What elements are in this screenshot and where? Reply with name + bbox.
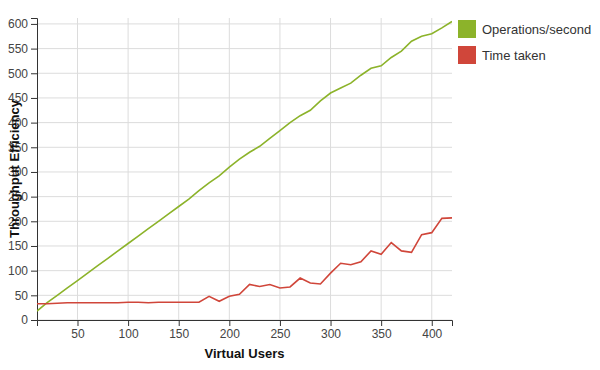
tick-mark	[31, 24, 37, 25]
legend: Operations/second Time taken	[458, 20, 591, 64]
tick-label: 50	[15, 289, 29, 303]
lines	[37, 21, 452, 311]
tick-label: 100	[119, 327, 139, 341]
legend-item: Operations/second	[458, 20, 591, 38]
tick-label: 350	[372, 327, 392, 341]
series-line	[37, 21, 452, 311]
legend-swatch	[458, 20, 476, 38]
tick-mark	[280, 320, 281, 326]
grid-line	[178, 18, 179, 320]
tick-label: 500	[8, 67, 28, 81]
tick-mark	[31, 221, 37, 222]
tick: 250	[270, 320, 290, 341]
grid-line	[77, 18, 78, 320]
axis-line	[31, 19, 38, 321]
tick-mark	[381, 320, 382, 326]
tick-label: 50	[71, 327, 85, 341]
chart: 50 100 150 200 250 300 350 400 0 50 100 150 200 250 30…	[0, 0, 600, 370]
tick-mark	[31, 172, 37, 173]
tick-mark	[31, 73, 37, 74]
tick-mark	[31, 147, 37, 148]
grid-line	[431, 18, 432, 320]
y-axis-title: Throughput Efficiency	[7, 99, 22, 238]
tick-label: 150	[8, 239, 28, 253]
tick: 150	[8, 239, 37, 253]
tick: 50	[71, 320, 85, 341]
series-line	[37, 218, 452, 304]
tick-mark	[31, 197, 37, 198]
x-axis: 50 100 150 200 250 300 350 400	[38, 320, 453, 341]
y-axis: 050100150200250300350400450500550600	[8, 17, 38, 327]
tick-mark	[179, 320, 180, 326]
tick-mark	[432, 320, 433, 326]
tick: 350	[372, 320, 392, 341]
tick-mark	[31, 98, 37, 99]
grid-line	[37, 245, 452, 246]
tick: 550	[8, 42, 37, 56]
tick-label: 550	[8, 42, 28, 56]
grid-line	[37, 221, 452, 222]
grid-line	[37, 196, 452, 197]
grid-line	[37, 147, 452, 148]
grid-line	[37, 23, 452, 24]
tick-label: 400	[422, 327, 442, 341]
tick: 200	[220, 320, 240, 341]
tick-label: 200	[220, 327, 240, 341]
x-axis-title: Virtual Users	[205, 346, 285, 361]
grid-line	[381, 18, 382, 320]
grid-line	[37, 122, 452, 123]
grid-line	[37, 97, 452, 98]
tick-label: 100	[8, 264, 28, 278]
tick: 100	[8, 264, 37, 278]
tick-mark	[77, 320, 78, 326]
grid-line	[37, 73, 452, 74]
legend-swatch	[458, 46, 476, 64]
tick: 600	[8, 17, 37, 31]
tick-mark	[31, 271, 37, 272]
tick-mark	[31, 246, 37, 247]
tick-mark	[31, 295, 37, 296]
tick-mark	[229, 320, 230, 326]
tick: 400	[422, 320, 442, 341]
grid-line	[279, 18, 280, 320]
grid-line	[128, 18, 129, 320]
legend-label: Time taken	[482, 48, 546, 63]
grid-line	[37, 171, 452, 172]
legend-label: Operations/second	[482, 22, 591, 37]
grid	[37, 18, 452, 320]
tick: 100	[119, 320, 139, 341]
tick-mark	[31, 123, 37, 124]
grid-line	[37, 270, 452, 271]
tick: 300	[321, 320, 341, 341]
tick-mark	[31, 49, 37, 50]
tick-label: 600	[8, 17, 28, 31]
tick-label: 300	[321, 327, 341, 341]
tick: 0	[21, 313, 37, 327]
tick-label: 250	[270, 327, 290, 341]
plot: 50 100 150 200 250 300 350 400 0 50 100 150 200 250 30…	[8, 17, 453, 340]
grid-line	[37, 48, 452, 49]
tick-label: 150	[169, 327, 189, 341]
tick-mark	[331, 320, 332, 326]
tick: 500	[8, 67, 37, 81]
tick-mark	[128, 320, 129, 326]
grid-line	[229, 18, 230, 320]
tick-mark	[31, 320, 37, 321]
grid-line	[37, 295, 452, 296]
axis-line	[38, 321, 453, 327]
grid-line	[330, 18, 331, 320]
tick-label: 0	[21, 313, 28, 327]
tick: 50	[15, 289, 37, 303]
tick: 150	[169, 320, 189, 341]
legend-item: Time taken	[458, 46, 546, 64]
